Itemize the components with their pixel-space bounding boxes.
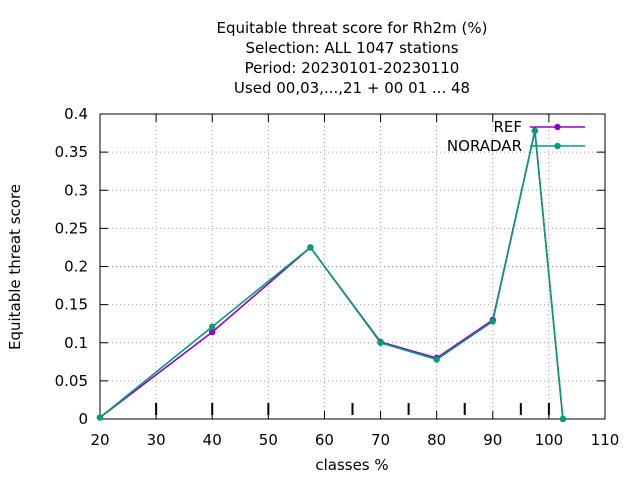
- x-tick-label: 70: [371, 431, 390, 449]
- y-tick-label: 0.4: [64, 105, 88, 123]
- legend-label-ref: REF: [493, 118, 522, 136]
- y-tick-label: 0.3: [64, 181, 88, 199]
- y-tick-label: 0.05: [55, 372, 88, 390]
- x-tick-label: 30: [147, 431, 166, 449]
- legend-marker-ref: [554, 123, 561, 131]
- x-tick-label: 100: [535, 431, 564, 449]
- series-line-noradar: [99, 130, 564, 420]
- title-line: Equitable threat score for Rh2m (%): [216, 19, 487, 37]
- title-line: Period: 20230101-20230110: [245, 59, 460, 77]
- grid: [100, 114, 605, 419]
- y-tick-label: 0.15: [55, 296, 88, 314]
- axis-ticks: 0 0.05 0.1 0.15 0.2 0.25 0.3 0.35 0.4 20 30 40 50 60 7…: [55, 105, 620, 449]
- x-axis-label: classes %: [315, 456, 388, 474]
- y-tick-label: 0.1: [64, 334, 88, 352]
- data-point-noradar: [377, 339, 384, 346]
- x-tick-label: 60: [315, 431, 334, 449]
- data-point-noradar: [559, 415, 567, 423]
- class-markers: [155, 403, 550, 415]
- y-tick-label: 0.25: [55, 219, 88, 237]
- legend-marker-noradar: [554, 142, 561, 150]
- chart-title: Equitable threat score for Rh2m (%) Selec…: [216, 19, 487, 97]
- data-point-noradar: [209, 323, 216, 330]
- series-layer: [96, 127, 567, 423]
- x-tick-label: 40: [203, 431, 222, 449]
- y-axis-label: Equitable threat score: [6, 184, 24, 350]
- title-line: Used 00,03,...,21 + 00 01 ... 48: [234, 79, 470, 97]
- title-line: Selection: ALL 1047 stations: [245, 39, 458, 57]
- data-point-ref: [209, 328, 216, 336]
- x-tick-label: 80: [427, 431, 446, 449]
- data-point-noradar: [531, 127, 539, 134]
- data-point-noradar: [489, 318, 496, 325]
- legend-label-noradar: NORADAR: [447, 137, 522, 155]
- data-point-noradar: [96, 414, 104, 421]
- x-tick-label: 110: [591, 431, 620, 449]
- y-tick-label: 0: [78, 410, 88, 428]
- y-tick-label: 0.35: [55, 143, 88, 161]
- x-tick-label: 20: [90, 431, 109, 449]
- y-tick-label: 0.2: [64, 258, 88, 276]
- data-point-noradar: [307, 244, 314, 251]
- data-point-noradar: [433, 356, 440, 363]
- x-tick-label: 90: [483, 431, 502, 449]
- x-tick-label: 50: [259, 431, 278, 449]
